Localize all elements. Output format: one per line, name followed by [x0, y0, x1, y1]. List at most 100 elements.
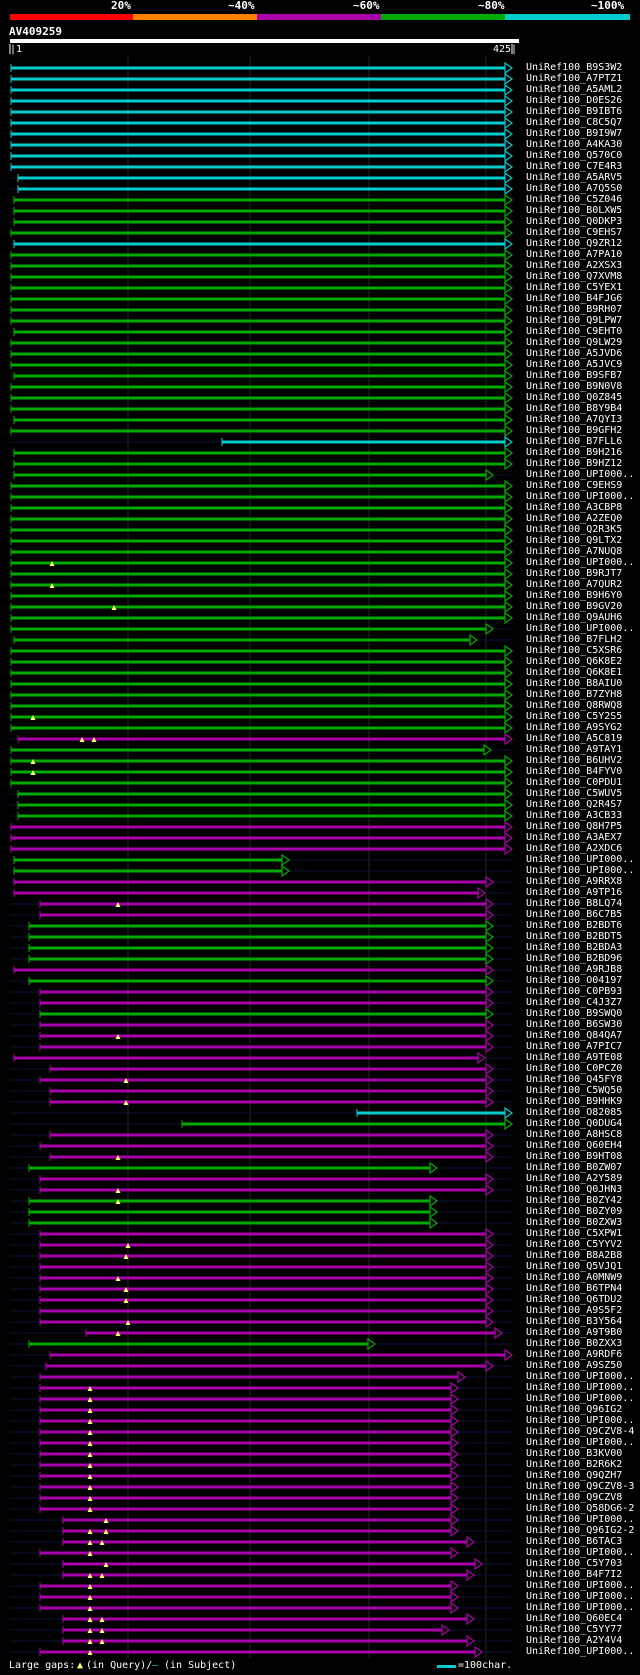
hit-row[interactable]: [0, 624, 520, 635]
hit-label[interactable]: UniRef100_C5XPW1: [526, 1228, 623, 1239]
hit-row[interactable]: [0, 261, 520, 272]
hit-row[interactable]: [0, 1262, 520, 1273]
hit-label[interactable]: UniRef100_Q60EC4: [526, 1613, 623, 1624]
hit-row[interactable]: [0, 1174, 520, 1185]
hit-label[interactable]: UniRef100_Q9LPW7: [526, 315, 623, 326]
hit-label[interactable]: UniRef100_B8AIU0: [526, 678, 623, 689]
hit-label[interactable]: UniRef100_UPI000..: [526, 865, 635, 876]
hit-row[interactable]: [0, 712, 520, 723]
hit-row[interactable]: [0, 690, 520, 701]
hit-row[interactable]: [0, 613, 520, 624]
hit-label[interactable]: UniRef100_A2XDC6: [526, 843, 623, 854]
hit-row[interactable]: [0, 74, 520, 85]
hit-row[interactable]: [0, 162, 520, 173]
hit-row[interactable]: [0, 1482, 520, 1493]
hit-label[interactable]: UniRef100_UPI000..: [526, 1514, 635, 1525]
hit-label[interactable]: UniRef100_A2Y589: [526, 1173, 623, 1184]
hit-row[interactable]: [0, 1229, 520, 1240]
hit-label[interactable]: UniRef100_Q0DUG4: [526, 1118, 623, 1129]
hit-label[interactable]: UniRef100_A5ARV5: [526, 172, 623, 183]
hit-label[interactable]: UniRef100_B9GFH2: [526, 425, 623, 436]
hit-row[interactable]: [0, 63, 520, 74]
hit-row[interactable]: [0, 1427, 520, 1438]
hit-label[interactable]: UniRef100_Q45FY8: [526, 1074, 623, 1085]
hit-label[interactable]: UniRef100_B0ZXX3: [526, 1338, 623, 1349]
hit-label[interactable]: UniRef100_C7E4R3: [526, 161, 623, 172]
hit-label[interactable]: UniRef100_Q6K8E1: [526, 667, 623, 678]
hit-label[interactable]: UniRef100_Q0JHN3: [526, 1184, 623, 1195]
hit-row[interactable]: [0, 1537, 520, 1548]
hit-label[interactable]: UniRef100_Q9AUH6: [526, 612, 623, 623]
hit-label[interactable]: UniRef100_A5JVD6: [526, 348, 623, 359]
hit-row[interactable]: [0, 1548, 520, 1559]
hit-label[interactable]: UniRef100_A9T9B0: [526, 1327, 623, 1338]
hit-row[interactable]: [0, 987, 520, 998]
hit-row[interactable]: [0, 921, 520, 932]
hit-row[interactable]: [0, 151, 520, 162]
hit-label[interactable]: UniRef100_A5JVC9: [526, 359, 623, 370]
hit-row[interactable]: [0, 701, 520, 712]
hit-label[interactable]: UniRef100_UPI000..: [526, 469, 635, 480]
hit-row[interactable]: [0, 1471, 520, 1482]
hit-label[interactable]: UniRef100_B7FLH2: [526, 634, 623, 645]
hit-row[interactable]: [0, 866, 520, 877]
hit-label[interactable]: UniRef100_C5YEX1: [526, 282, 623, 293]
hit-row[interactable]: [0, 756, 520, 767]
hit-label[interactable]: UniRef100_UPI000..: [526, 1547, 635, 1558]
hit-row[interactable]: [0, 514, 520, 525]
hit-row[interactable]: [0, 1097, 520, 1108]
hit-row[interactable]: [0, 305, 520, 316]
hit-row[interactable]: [0, 1317, 520, 1328]
hit-label[interactable]: UniRef100_B9GV20: [526, 601, 623, 612]
hit-label[interactable]: UniRef100_A3CB33: [526, 810, 623, 821]
hit-row[interactable]: [0, 646, 520, 657]
hit-row[interactable]: [0, 1361, 520, 1372]
hit-label[interactable]: UniRef100_Q5VJQ1: [526, 1261, 623, 1272]
hit-row[interactable]: [0, 668, 520, 679]
hit-label[interactable]: UniRef100_Q6TDU2: [526, 1294, 623, 1305]
hit-label[interactable]: UniRef100_C5Y703: [526, 1558, 623, 1569]
hit-label[interactable]: UniRef100_B8Y9B4: [526, 403, 623, 414]
hit-row[interactable]: [0, 371, 520, 382]
hit-row[interactable]: [0, 481, 520, 492]
hit-label[interactable]: UniRef100_Q7XVM8: [526, 271, 623, 282]
hit-label[interactable]: UniRef100_A2ZEQ0: [526, 513, 623, 524]
hit-label[interactable]: UniRef100_Q96IG2: [526, 1404, 623, 1415]
hit-row[interactable]: [0, 1625, 520, 1636]
hit-row[interactable]: [0, 338, 520, 349]
hit-row[interactable]: [0, 492, 520, 503]
hit-label[interactable]: UniRef100_C0PB93: [526, 986, 623, 997]
hit-label[interactable]: UniRef100_B3Y564: [526, 1316, 623, 1327]
hit-label[interactable]: UniRef100_B0ZY09: [526, 1206, 623, 1217]
hit-label[interactable]: UniRef100_B7ZYH8: [526, 689, 623, 700]
hit-label[interactable]: UniRef100_UPI000..: [526, 1393, 635, 1404]
hit-row[interactable]: [0, 1570, 520, 1581]
hit-row[interactable]: [0, 844, 520, 855]
hit-label[interactable]: UniRef100_A7QYI3: [526, 414, 623, 425]
hit-label[interactable]: UniRef100_C5YY77: [526, 1624, 623, 1635]
hit-row[interactable]: [0, 635, 520, 646]
hit-label[interactable]: UniRef100_A9SZ50: [526, 1360, 623, 1371]
hit-label[interactable]: UniRef100_B2BD96: [526, 953, 623, 964]
hit-row[interactable]: [0, 228, 520, 239]
hit-label[interactable]: UniRef100_A0MNW9: [526, 1272, 623, 1283]
hit-label[interactable]: UniRef100_Q8H7P5: [526, 821, 623, 832]
hit-label[interactable]: UniRef100_UPI000..: [526, 1591, 635, 1602]
hit-row[interactable]: [0, 426, 520, 437]
hit-row[interactable]: [0, 965, 520, 976]
hit-label[interactable]: UniRef100_Q9CZV8-3: [526, 1481, 635, 1492]
hit-row[interactable]: [0, 1295, 520, 1306]
hit-row[interactable]: [0, 1449, 520, 1460]
hit-label[interactable]: UniRef100_UPI000..: [526, 1382, 635, 1393]
hit-row[interactable]: [0, 404, 520, 415]
hit-row[interactable]: [0, 327, 520, 338]
hit-row[interactable]: [0, 1075, 520, 1086]
hit-row[interactable]: [0, 1185, 520, 1196]
hit-row[interactable]: [0, 360, 520, 371]
hit-label[interactable]: UniRef100_B0LXW5: [526, 205, 623, 216]
hit-row[interactable]: [0, 943, 520, 954]
hit-label[interactable]: UniRef100_B2BDA3: [526, 942, 623, 953]
hit-label[interactable]: UniRef100_B9SFB7: [526, 370, 623, 381]
hit-label[interactable]: UniRef100_A9TAY1: [526, 744, 623, 755]
hit-label[interactable]: UniRef100_O04197: [526, 975, 623, 986]
